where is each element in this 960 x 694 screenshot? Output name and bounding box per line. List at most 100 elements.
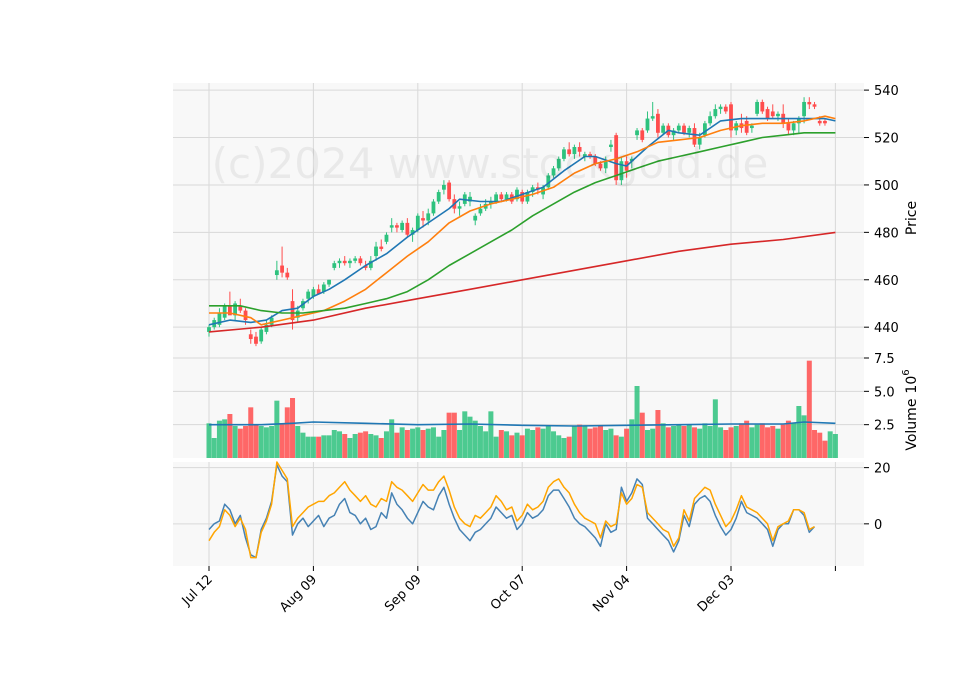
candle-body [410, 229, 415, 235]
candle [551, 165, 556, 178]
volume-bar [603, 430, 609, 458]
volume-bar [545, 426, 551, 458]
volume-bar [498, 430, 504, 458]
candle [353, 256, 358, 264]
candle [499, 192, 504, 202]
candle [556, 156, 561, 171]
volume-bar [457, 430, 463, 458]
volume-bar [211, 438, 217, 458]
volume-bar [493, 436, 499, 458]
candle [755, 99, 759, 117]
candle-body [598, 163, 603, 169]
volume-bar [310, 436, 316, 458]
price-ytick-label: 440 [874, 321, 899, 336]
x-tick-label: Aug 09 [277, 572, 320, 615]
volume-bar [832, 434, 838, 458]
candle-body [285, 272, 290, 278]
volume-bar [676, 424, 682, 458]
candle [629, 156, 634, 169]
candle [708, 111, 713, 126]
volume-bar [566, 436, 572, 458]
price-ytick-label: 480 [874, 226, 899, 241]
volume-bar [827, 431, 833, 458]
candle [384, 232, 389, 245]
candle-body [562, 149, 566, 159]
volume-bar [530, 430, 536, 458]
volume-axis-exponent: 6 [901, 369, 912, 375]
candle-body [530, 187, 535, 193]
volume-bar [300, 432, 306, 458]
volume-bar [404, 430, 410, 458]
candle [217, 308, 222, 328]
volume-bar [613, 435, 619, 458]
volume-bar [337, 431, 342, 458]
volume-bar [477, 426, 483, 458]
volume-bar [634, 386, 640, 458]
candle [358, 256, 363, 266]
candle [442, 180, 446, 195]
x-tick-label: Nov 04 [590, 572, 633, 615]
candle-body [812, 104, 817, 107]
candle [421, 211, 425, 228]
volume-bar [770, 426, 776, 458]
candle [327, 279, 331, 287]
candle-body [499, 194, 504, 200]
candle [248, 329, 253, 344]
candle-body [374, 246, 378, 257]
candle-body [760, 101, 765, 112]
volume-bar [373, 435, 379, 458]
volume-bar [279, 423, 285, 458]
volume-bar [222, 419, 228, 458]
volume-bar [587, 428, 593, 458]
volume-ytick-label: 2.5 [874, 419, 895, 434]
candle-body [468, 196, 472, 202]
candle [671, 128, 676, 140]
candle [389, 218, 394, 233]
candle-body [682, 125, 686, 133]
volume-bar [430, 427, 436, 458]
candle [405, 218, 410, 238]
volume-bar [749, 427, 755, 458]
candle-body [368, 260, 373, 268]
volume-bar [644, 430, 650, 458]
candle-body [567, 149, 572, 155]
candle-body [656, 113, 660, 133]
candle-body [337, 260, 342, 264]
candle-body [692, 128, 697, 145]
candle-body [248, 334, 253, 340]
candle-body [389, 225, 394, 228]
volume-bar [754, 424, 760, 458]
volume-bar [759, 423, 765, 458]
volume-bar [420, 430, 426, 458]
volume-bar [504, 431, 510, 458]
candle-body [436, 192, 441, 202]
volume-bar [514, 432, 520, 458]
volume-bar [733, 426, 739, 458]
volume-bar [561, 438, 567, 458]
candle-body [661, 125, 666, 133]
candle-body [379, 246, 384, 249]
candle [577, 142, 582, 157]
candle-body [327, 279, 331, 285]
candle [567, 142, 572, 157]
volume-bar [639, 412, 645, 458]
candle-body [274, 270, 279, 276]
volume-bar [806, 360, 812, 458]
candle-body [295, 310, 300, 318]
volume-bar [347, 438, 353, 458]
candle-body [629, 158, 634, 162]
candle [348, 258, 352, 268]
volume-bar [243, 426, 249, 458]
volume-bar [383, 431, 389, 458]
candle-body [431, 201, 436, 214]
volume-bar [702, 423, 708, 458]
candle [823, 118, 827, 126]
candle [285, 267, 290, 280]
candle-body [447, 182, 452, 200]
candle-body [671, 130, 676, 136]
volume-bar [535, 427, 541, 458]
candle-body [473, 215, 478, 221]
candle [703, 120, 707, 138]
candle-body [395, 225, 399, 228]
